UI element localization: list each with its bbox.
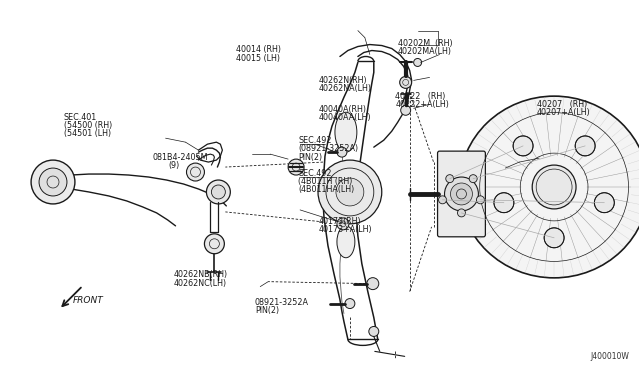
- Text: 08921-3252A: 08921-3252A: [255, 298, 309, 307]
- Circle shape: [186, 163, 204, 181]
- Text: (08921-3252A): (08921-3252A): [298, 144, 358, 153]
- Circle shape: [204, 234, 225, 254]
- Text: 40040AA(LH): 40040AA(LH): [319, 113, 371, 122]
- Circle shape: [595, 193, 614, 213]
- Ellipse shape: [460, 96, 640, 278]
- Circle shape: [288, 159, 304, 175]
- Circle shape: [451, 183, 472, 205]
- Circle shape: [318, 160, 382, 224]
- Text: (4B011H (RH): (4B011H (RH): [298, 177, 353, 186]
- Text: 40262NC(LH): 40262NC(LH): [173, 279, 227, 288]
- Circle shape: [31, 160, 75, 204]
- Text: 40222+A(LH): 40222+A(LH): [396, 100, 449, 109]
- Text: 40207   (RH): 40207 (RH): [537, 100, 587, 109]
- Text: SEC.401: SEC.401: [64, 113, 97, 122]
- Text: (54501 (LH): (54501 (LH): [64, 129, 111, 138]
- Ellipse shape: [337, 226, 355, 258]
- FancyBboxPatch shape: [438, 151, 485, 237]
- Text: 40262NB(RH): 40262NB(RH): [173, 270, 227, 279]
- Circle shape: [367, 278, 379, 290]
- Text: (9): (9): [168, 161, 179, 170]
- Circle shape: [345, 299, 355, 308]
- Circle shape: [575, 136, 595, 156]
- Circle shape: [39, 168, 67, 196]
- Text: 081B4-2405M: 081B4-2405M: [153, 153, 209, 161]
- Text: 40222   (RH): 40222 (RH): [396, 92, 445, 101]
- Circle shape: [446, 175, 454, 183]
- Circle shape: [532, 165, 576, 209]
- Circle shape: [513, 136, 533, 156]
- Circle shape: [469, 175, 477, 183]
- Circle shape: [211, 185, 225, 199]
- Text: 40040A(RH): 40040A(RH): [319, 105, 367, 114]
- Circle shape: [337, 147, 347, 157]
- Text: 40262NA(LH): 40262NA(LH): [319, 84, 372, 93]
- Text: SEC.492: SEC.492: [298, 136, 332, 145]
- Text: 40173(RH): 40173(RH): [319, 217, 362, 226]
- Circle shape: [476, 196, 484, 204]
- Circle shape: [400, 76, 412, 89]
- Circle shape: [337, 218, 349, 230]
- Text: 40262N(RH): 40262N(RH): [319, 76, 367, 85]
- Circle shape: [369, 327, 379, 336]
- Text: 40014 (RH): 40014 (RH): [236, 45, 281, 54]
- Circle shape: [458, 209, 465, 217]
- Text: PIN(2): PIN(2): [255, 306, 279, 315]
- Circle shape: [445, 177, 479, 211]
- Circle shape: [336, 178, 364, 206]
- Circle shape: [401, 105, 411, 115]
- Text: PIN(2): PIN(2): [298, 153, 323, 161]
- Circle shape: [438, 196, 447, 204]
- Text: SEC.492: SEC.492: [298, 169, 332, 178]
- Circle shape: [544, 228, 564, 248]
- Text: (4B011HA(LH): (4B011HA(LH): [298, 185, 355, 194]
- Text: FRONT: FRONT: [72, 296, 103, 305]
- Text: 40202M  (RH): 40202M (RH): [398, 39, 452, 48]
- Text: 40202MA(LH): 40202MA(LH): [398, 47, 452, 56]
- Circle shape: [413, 58, 422, 67]
- Circle shape: [494, 193, 514, 213]
- Ellipse shape: [335, 112, 357, 152]
- Text: 40173+A(LH): 40173+A(LH): [319, 225, 372, 234]
- Text: (54500 (RH): (54500 (RH): [64, 121, 112, 130]
- Circle shape: [207, 180, 230, 204]
- Text: 40207+A(LH): 40207+A(LH): [537, 108, 591, 117]
- Text: J400010W: J400010W: [590, 352, 629, 361]
- Text: 40015 (LH): 40015 (LH): [236, 54, 280, 62]
